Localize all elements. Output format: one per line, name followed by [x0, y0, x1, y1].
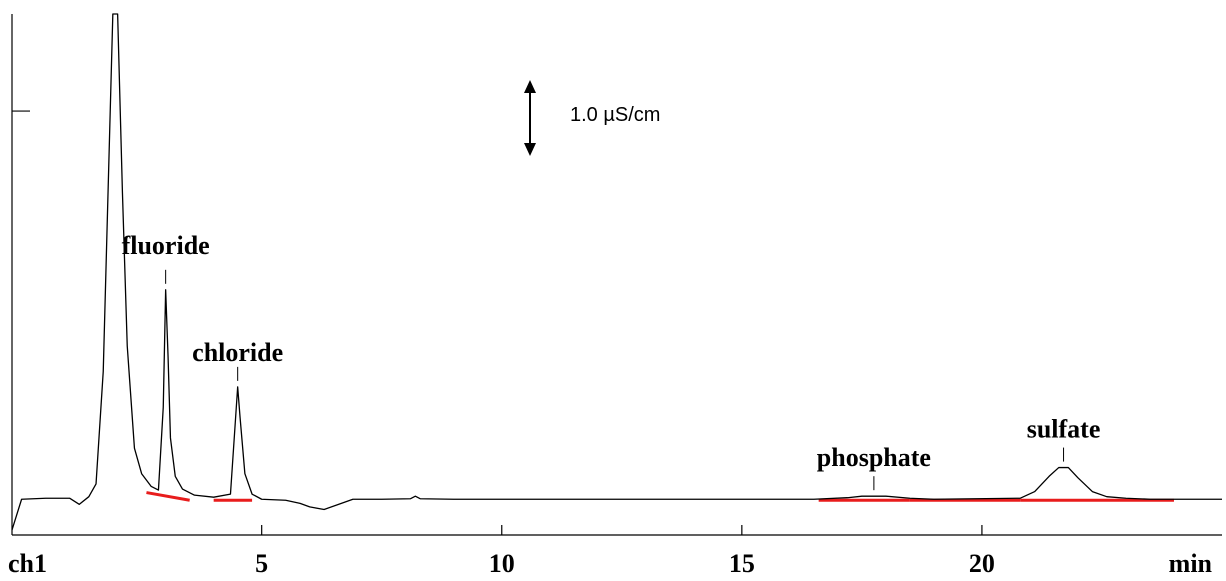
- x-tick-label: 10: [489, 549, 515, 578]
- x-tick-label: 15: [729, 549, 755, 578]
- baseline-markers: [146, 491, 1174, 502]
- axes: [11, 14, 1222, 536]
- peak-labels: fluoride chloride phosphate sulfate: [122, 231, 1101, 491]
- channel-label: ch1: [8, 549, 47, 578]
- chromatogram-trace: [11, 13, 1222, 531]
- peak-label-sulfate: sulfate: [1027, 415, 1101, 444]
- peak-label-fluoride: fluoride: [122, 231, 210, 260]
- scale-bar: 1.0 µS/cm: [524, 80, 660, 156]
- peak-label-phosphate: phosphate: [817, 443, 931, 472]
- trace-layer: [11, 13, 1222, 531]
- arrow-down-icon: [524, 143, 536, 156]
- x-tick-label: 5: [255, 549, 268, 578]
- x-tick-labels: 5 10 15 20: [255, 525, 995, 578]
- peak-label-chloride: chloride: [192, 338, 283, 367]
- integration-baseline: [146, 491, 190, 502]
- x-tick-label: 20: [969, 549, 995, 578]
- arrow-up-icon: [524, 80, 536, 93]
- scale-bar-label: 1.0 µS/cm: [570, 104, 660, 126]
- x-unit-label: min: [1169, 549, 1213, 578]
